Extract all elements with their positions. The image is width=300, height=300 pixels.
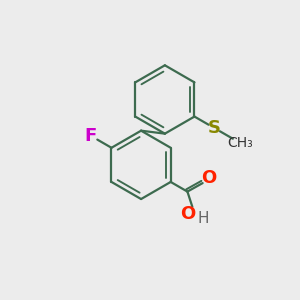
Text: CH₃: CH₃ — [227, 136, 253, 150]
Text: H: H — [197, 211, 208, 226]
Text: F: F — [85, 127, 97, 145]
Text: S: S — [208, 119, 221, 137]
Text: O: O — [201, 169, 216, 187]
Text: O: O — [181, 205, 196, 223]
